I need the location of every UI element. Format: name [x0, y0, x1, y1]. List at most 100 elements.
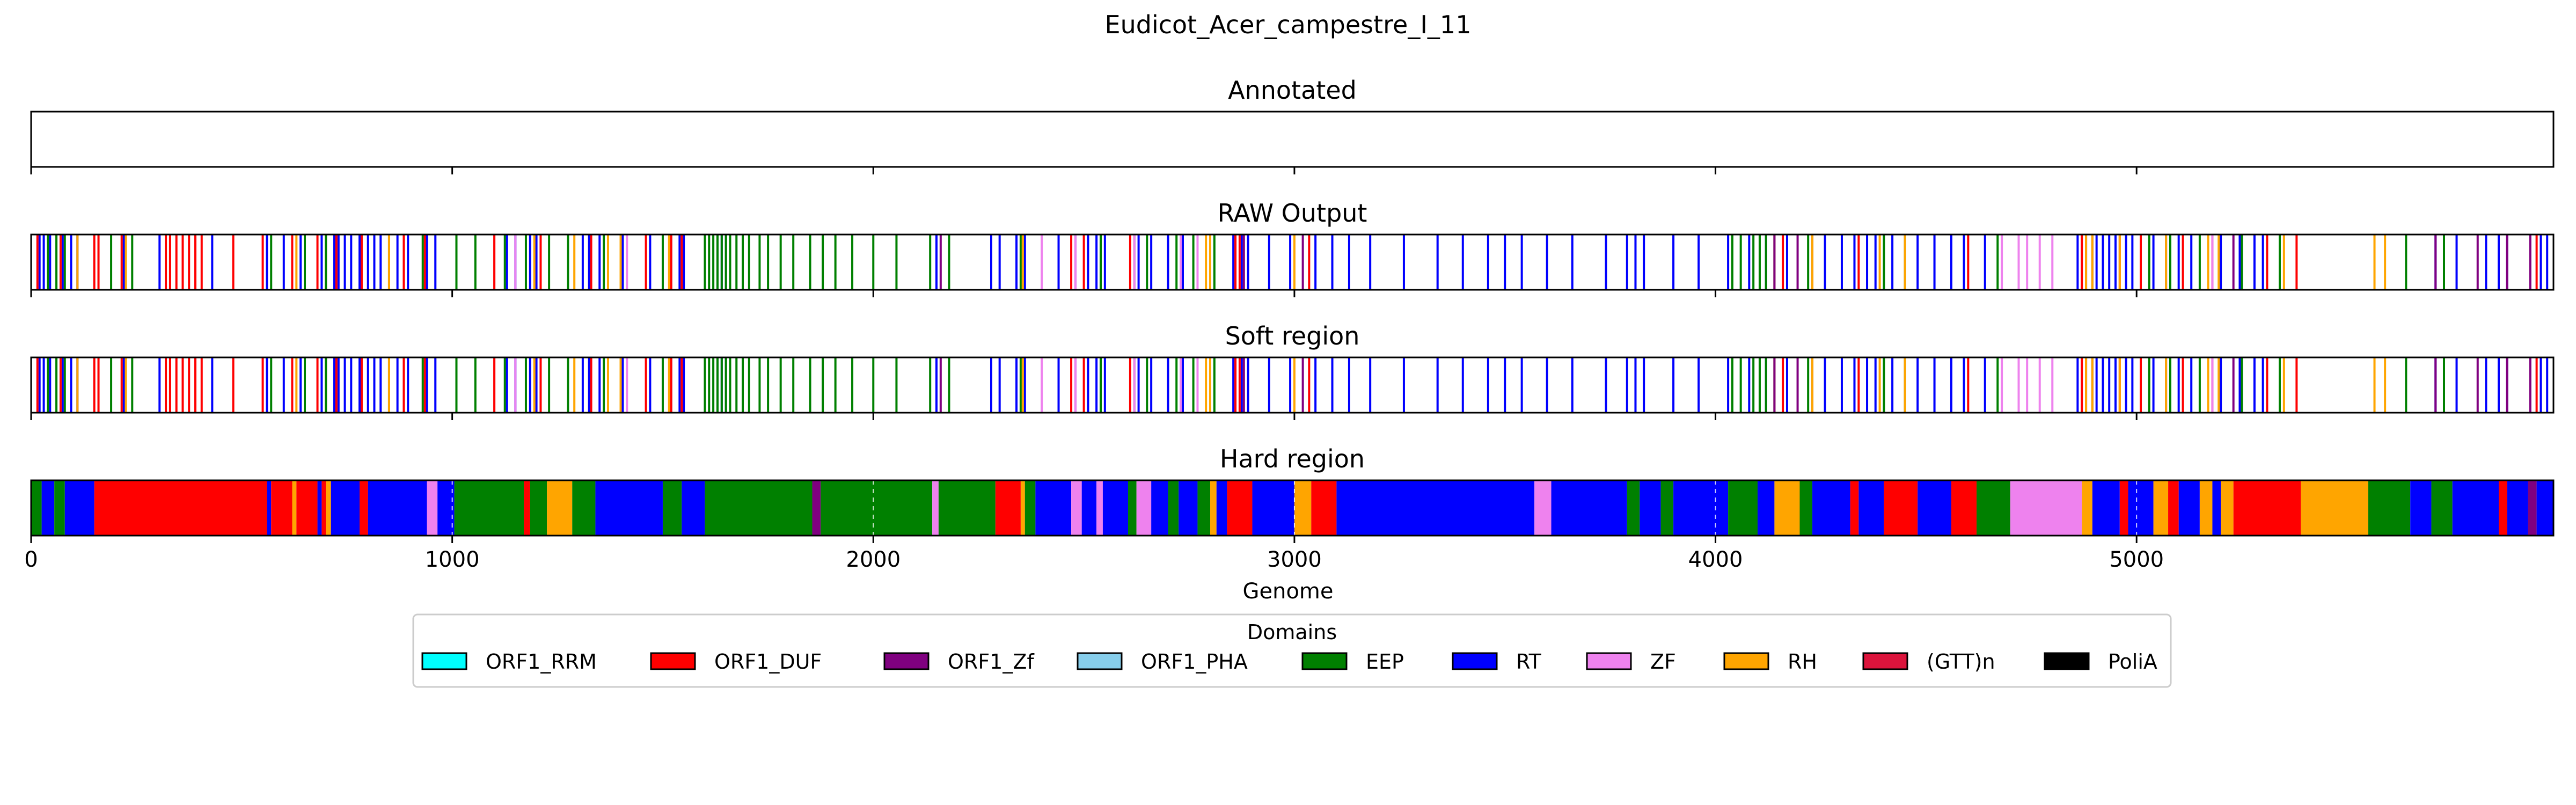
legend-title: Domains — [1247, 620, 1337, 644]
panel-title: Soft region — [1225, 321, 1360, 350]
domain-block-orf1-duf — [360, 480, 368, 536]
domain-block-orf1-duf — [2498, 480, 2507, 536]
legend-label: ORF1_DUF — [714, 650, 822, 674]
legend-entry: PoliA — [2044, 650, 2157, 674]
domain-block-rt — [368, 480, 427, 536]
legend-swatch — [2044, 652, 2090, 670]
panel-title: Annotated — [1228, 76, 1357, 105]
panel-frame — [30, 479, 2555, 537]
legend-swatch — [883, 652, 930, 670]
domain-block-zf — [932, 480, 939, 536]
x-tick-label: 2000 — [846, 547, 901, 572]
legend-label: ZF — [1650, 650, 1676, 674]
domain-block-rt — [1252, 480, 1294, 536]
domain-block-eep — [1627, 480, 1640, 536]
legend: Domains ORF1_RRM ORF1_DUF ORF1_Zf ORF1_PHA EE… — [412, 613, 2172, 688]
domain-block-eep — [1024, 480, 1036, 536]
domain-block-orf1-duf — [296, 480, 318, 536]
domain-block-zf — [2010, 480, 2082, 536]
domain-block-eep — [1728, 480, 1758, 536]
legend-label: EEP — [1366, 650, 1404, 674]
domain-block-orf1-zf — [2528, 480, 2537, 536]
domain-block-rh — [2199, 480, 2213, 536]
domain-block-eep — [1799, 480, 1813, 536]
domain-block-rt — [2178, 480, 2200, 536]
domain-block-orf1-duf — [1884, 480, 1918, 536]
x-tick-label: 4000 — [1688, 547, 1743, 572]
panel-0: Annotated — [30, 76, 2555, 174]
domain-block-rh — [1294, 480, 1312, 536]
domain-block-rt — [1035, 480, 1072, 536]
domain-block-orf1-duf — [2119, 480, 2128, 536]
panel-frame — [30, 233, 2555, 291]
domain-block-rh — [2221, 480, 2234, 536]
x-tick-label: 0 — [24, 547, 38, 572]
domain-block-rt — [2092, 480, 2120, 536]
domain-block-eep — [2368, 480, 2411, 536]
domain-block-eep — [821, 480, 933, 536]
panel-3: Hard region 0 1000 2000 3000 4000 5000 — [24, 444, 2555, 572]
domain-block-eep — [2431, 480, 2453, 536]
domain-block-rt — [1858, 480, 1884, 536]
domain-block-rt — [595, 480, 663, 536]
legend-swatch — [1586, 652, 1632, 670]
domain-block-orf1-zf — [812, 480, 821, 536]
x-tick-label: 3000 — [1267, 547, 1322, 572]
domain-block-rt — [1102, 480, 1128, 536]
legend-swatch — [1723, 652, 1769, 670]
legend-entry: RH — [1723, 650, 1817, 674]
chart-title: Eudicot_Acer_campestre_I_11 — [1105, 10, 1472, 39]
domain-block-eep — [1977, 480, 2010, 536]
domain-block-rt — [317, 480, 322, 536]
domain-block-rt — [1812, 480, 1850, 536]
panels: Annotated RAW Output Soft region Hard regio… — [24, 76, 2555, 572]
domain-block-orf1-duf — [1227, 480, 1253, 536]
legend-label: RT — [1516, 650, 1542, 674]
domain-block-eep — [54, 480, 65, 536]
domain-block-eep — [1197, 480, 1210, 536]
domain-block-orf1-duf — [271, 480, 292, 536]
domain-block-orf1-duf — [94, 480, 267, 536]
legend-entry: ORF1_DUF — [650, 650, 822, 674]
legend-label: ORF1_Zf — [948, 650, 1035, 674]
legend-swatch — [650, 652, 696, 670]
domain-block-eep — [572, 480, 596, 536]
domain-block-eep — [705, 480, 813, 536]
domain-block-rt — [682, 480, 705, 536]
x-axis-label: Genome — [1242, 579, 1333, 604]
x-tick-label: 1000 — [425, 547, 480, 572]
domain-block-orf1-duf — [2168, 480, 2179, 536]
domain-block-eep — [1168, 480, 1179, 536]
domain-block-rt — [41, 480, 55, 536]
legend-label: RH — [1788, 650, 1817, 674]
legend-entry: EEP — [1301, 650, 1404, 674]
legend-entry: RT — [1452, 650, 1542, 674]
domain-block-eep — [31, 480, 42, 536]
legend-swatch — [421, 652, 467, 670]
panel-1: RAW Output — [30, 199, 2555, 297]
domain-block-eep — [530, 480, 547, 536]
domain-block-orf1-duf — [1850, 480, 1859, 536]
domain-block-rh — [2153, 480, 2169, 536]
domain-block-rt — [2507, 480, 2528, 536]
legend-label: PoliA — [2108, 650, 2157, 674]
domain-block-orf1-duf — [1951, 480, 1977, 536]
domain-block-rh — [1210, 480, 1217, 536]
domain-block-zf — [1071, 480, 1082, 536]
domain-block-rt — [267, 480, 272, 536]
domain-block-eep — [454, 480, 524, 536]
legend-entry: ORF1_RRM — [421, 650, 597, 674]
legend-label: ORF1_RRM — [486, 650, 597, 674]
domain-block-rt — [1336, 480, 1535, 536]
legend-swatch — [1077, 652, 1123, 670]
domain-block-rt — [1551, 480, 1627, 536]
domain-block-zf — [1096, 480, 1103, 536]
domain-block-rh — [547, 480, 573, 536]
legend-swatch — [1862, 652, 1908, 670]
domain-block-rt — [1151, 480, 1168, 536]
domain-block-rh — [2301, 480, 2368, 536]
legend-swatch — [1301, 652, 1348, 670]
domain-block-rt — [2452, 480, 2499, 536]
domain-block-rt — [1758, 480, 1775, 536]
domain-block-orf1-duf — [1311, 480, 1337, 536]
